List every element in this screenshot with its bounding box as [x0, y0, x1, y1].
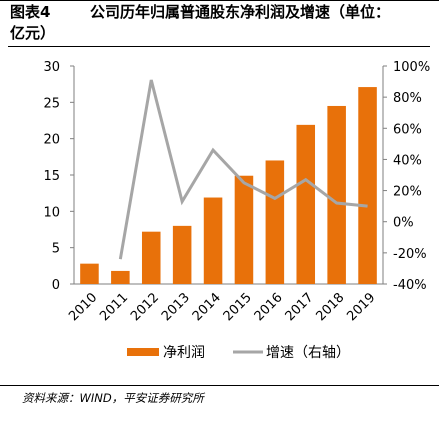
legend-label-growth: 增速（右轴） — [266, 345, 350, 361]
x-tick-label: 2014 — [190, 290, 224, 324]
left-tick-label: 20 — [43, 133, 60, 148]
bar-net-profit-2018 — [327, 105, 346, 284]
left-tick-label: 25 — [43, 96, 60, 111]
right-tick-label: -40% — [393, 278, 427, 293]
left-tick-label: 30 — [43, 60, 60, 75]
bar-net-profit-2012 — [141, 231, 161, 284]
x-tick-label: 2017 — [283, 290, 317, 324]
x-tick-label: 2016 — [252, 290, 286, 324]
left-tick-label: 5 — [52, 242, 60, 257]
right-tick-label: 100% — [393, 60, 430, 75]
bar-net-profit-2013 — [172, 225, 192, 284]
x-tick-label: 2013 — [159, 290, 193, 324]
left-tick-label: 0 — [52, 278, 60, 293]
x-tick-label: 2019 — [344, 290, 378, 324]
x-tick-label: 2018 — [313, 290, 347, 324]
bar-net-profit-2017 — [296, 124, 316, 284]
left-tick-label: 15 — [43, 169, 60, 184]
figure-title-line1: 公司历年归属普通股东净利润及增速（单位： — [90, 3, 391, 21]
right-tick-label: 60% — [393, 122, 422, 137]
x-tick-label: 2012 — [128, 290, 162, 324]
title-rule — [8, 46, 430, 47]
right-tick-label: 20% — [393, 185, 422, 200]
bar-net-profit-2010 — [80, 263, 99, 284]
source-note: 资料来源：WIND，平安证券研究所 — [22, 391, 204, 405]
chart: 0 5 10 15 20 25 30 -40% -20% 0% 20% 40% 60% 80% 100% 20… — [43, 60, 430, 361]
right-tick-label: 40% — [393, 153, 422, 168]
x-tick-label: 2010 — [66, 290, 100, 324]
right-tick-label: 80% — [393, 91, 422, 106]
legend-swatch-net-profit — [127, 348, 159, 356]
bottom-rule — [0, 385, 439, 386]
bar-net-profit-2019 — [358, 87, 377, 284]
left-tick-label: 10 — [43, 205, 60, 220]
top-rule — [0, 0, 439, 1]
figure-title: 图表4 公司历年归属普通股东净利润及增速（单位： 亿元） — [10, 2, 435, 44]
figure-number: 图表4 — [10, 3, 51, 21]
figure-title-line2: 亿元） — [10, 24, 56, 42]
bar-net-profit-2015 — [234, 175, 254, 284]
right-tick-label: -20% — [393, 247, 427, 262]
x-tick-label: 2015 — [221, 290, 255, 324]
x-tick-label: 2011 — [97, 290, 131, 324]
bar-net-profit-2011 — [111, 270, 130, 284]
bar-net-profit-2016 — [265, 160, 285, 284]
right-tick-label: 0% — [393, 216, 414, 231]
legend-label-net-profit: 净利润 — [163, 345, 205, 361]
bar-net-profit-2014 — [203, 197, 223, 284]
